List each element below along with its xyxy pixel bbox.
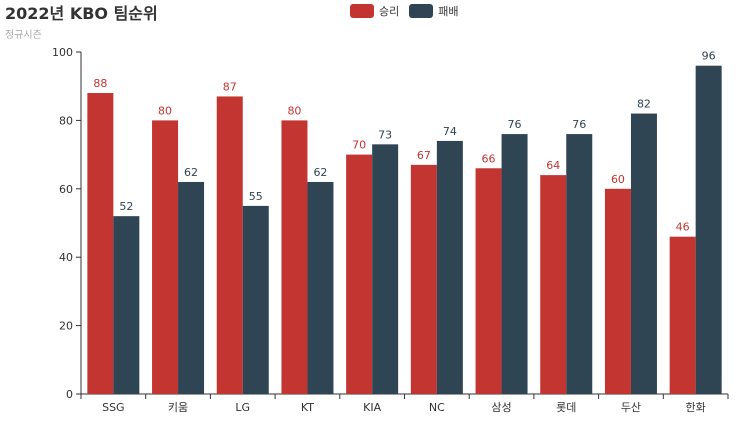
bar-loss[interactable] — [695, 65, 722, 395]
bar-win[interactable] — [604, 188, 631, 394]
bar-win[interactable] — [346, 154, 373, 394]
x-tick-label: SSG — [102, 401, 125, 414]
data-label-win: 46 — [676, 221, 690, 234]
data-label-win: 60 — [611, 173, 625, 186]
legend-item-loss[interactable]: 패배 — [409, 3, 459, 19]
bar-loss[interactable] — [113, 216, 140, 394]
bar-loss[interactable] — [501, 134, 528, 394]
bar-win[interactable] — [475, 168, 502, 394]
bar-loss[interactable] — [436, 140, 463, 394]
legend-swatch-loss — [409, 4, 434, 18]
data-label-loss: 73 — [378, 128, 392, 141]
x-tick-label: KT — [301, 401, 314, 414]
data-label-loss: 52 — [119, 200, 133, 213]
data-label-loss: 74 — [443, 125, 457, 138]
x-tick-label: 삼성 — [491, 401, 511, 414]
data-label-win: 67 — [417, 149, 431, 162]
bar-win[interactable] — [540, 175, 567, 394]
data-label-loss: 62 — [184, 166, 198, 179]
y-tick-label: 80 — [59, 114, 73, 127]
data-label-win: 80 — [287, 104, 301, 117]
y-tick-label: 0 — [66, 388, 73, 401]
legend: 승리 패배 — [350, 3, 459, 19]
x-tick-label: 한화 — [686, 401, 706, 414]
chart-title: 2022년 KBO 팀순위 — [5, 4, 158, 23]
data-label-loss: 62 — [313, 166, 327, 179]
data-label-loss: 76 — [572, 118, 586, 131]
legend-swatch-win — [350, 4, 374, 18]
data-label-loss: 96 — [702, 50, 716, 63]
data-label-win: 80 — [158, 104, 172, 117]
data-label-win: 70 — [352, 139, 366, 152]
bar-win[interactable] — [216, 96, 243, 395]
bar-win[interactable] — [410, 164, 437, 394]
bar-win[interactable] — [281, 120, 308, 395]
bar-win[interactable] — [669, 236, 696, 394]
data-label-win: 88 — [93, 77, 107, 90]
bar-win[interactable] — [87, 93, 114, 394]
bar-loss[interactable] — [307, 181, 334, 394]
y-tick-label: 40 — [59, 251, 73, 264]
bar-loss[interactable] — [566, 134, 593, 394]
legend-label-win: 승리 — [379, 5, 400, 18]
data-label-win: 66 — [482, 152, 496, 165]
x-tick-label: NC — [429, 401, 445, 414]
data-label-win: 87 — [223, 80, 237, 93]
bar-loss[interactable] — [178, 181, 205, 394]
data-label-loss: 82 — [637, 98, 651, 111]
x-tick-label: LG — [235, 401, 250, 414]
x-tick-label: 키움 — [168, 401, 188, 414]
y-tick-label: 100 — [52, 46, 73, 59]
x-tick-label: 두산 — [621, 401, 641, 414]
y-tick-label: 20 — [59, 320, 73, 333]
bar-loss[interactable] — [630, 113, 657, 394]
bar-win[interactable] — [152, 120, 179, 395]
legend-label-loss: 패배 — [438, 5, 459, 18]
legend-item-win[interactable]: 승리 — [350, 3, 399, 19]
data-label-loss: 55 — [249, 190, 263, 203]
chart-subtitle: 정규시즌 — [5, 30, 42, 41]
bar-loss[interactable] — [372, 144, 399, 394]
data-label-loss: 76 — [508, 118, 522, 131]
y-tick-label: 60 — [59, 183, 73, 196]
x-tick-label: 롯데 — [556, 401, 576, 414]
bar-loss[interactable] — [242, 205, 269, 394]
data-label-win: 64 — [546, 159, 560, 172]
x-tick-label: KIA — [363, 401, 381, 414]
